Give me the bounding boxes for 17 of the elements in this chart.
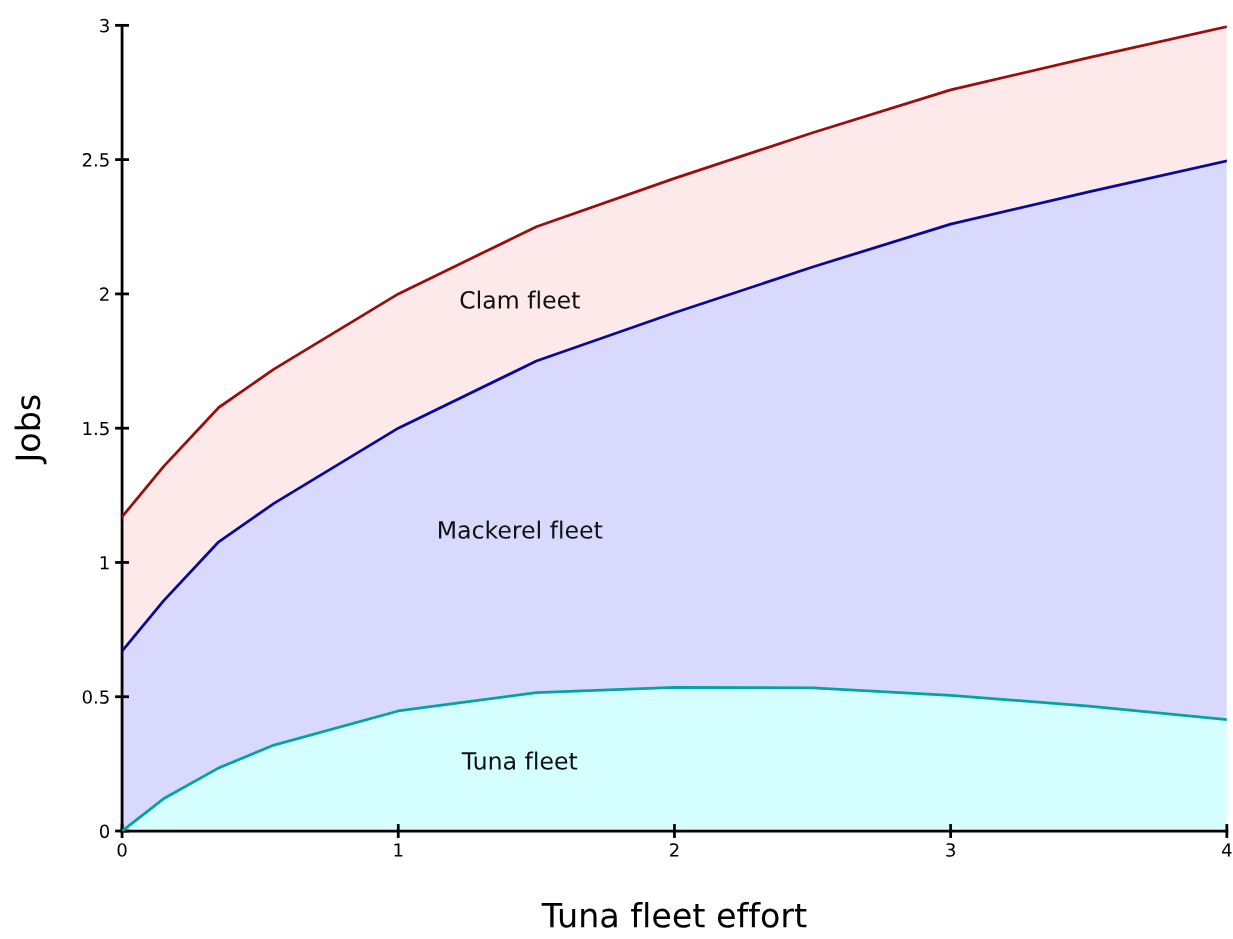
x-axis-title: Tuna fleet effort — [541, 901, 807, 928]
series-label: Tuna fleet — [461, 751, 578, 770]
y-tick-label: 1.5 — [83, 421, 109, 436]
y-tick-label: 2 — [100, 287, 109, 301]
y-tick-label: 2.5 — [82, 153, 109, 167]
y-tick-label: 0 — [99, 824, 110, 839]
x-tick-label: 0 — [117, 843, 127, 857]
x-tick-label: 4 — [1221, 843, 1232, 857]
y-axis-title: Jobs — [14, 395, 47, 465]
x-tick-label: 3 — [946, 843, 955, 857]
series-label: Mackerel fleet — [439, 520, 603, 539]
y-tick-label: 1 — [100, 556, 109, 570]
x-tick-label: 2 — [670, 843, 679, 857]
y-tick-label: 0.5 — [82, 690, 109, 704]
series-label: Clam fleet — [460, 290, 580, 309]
y-tick-label: 3 — [100, 18, 109, 33]
x-tick-label: 1 — [394, 843, 403, 857]
